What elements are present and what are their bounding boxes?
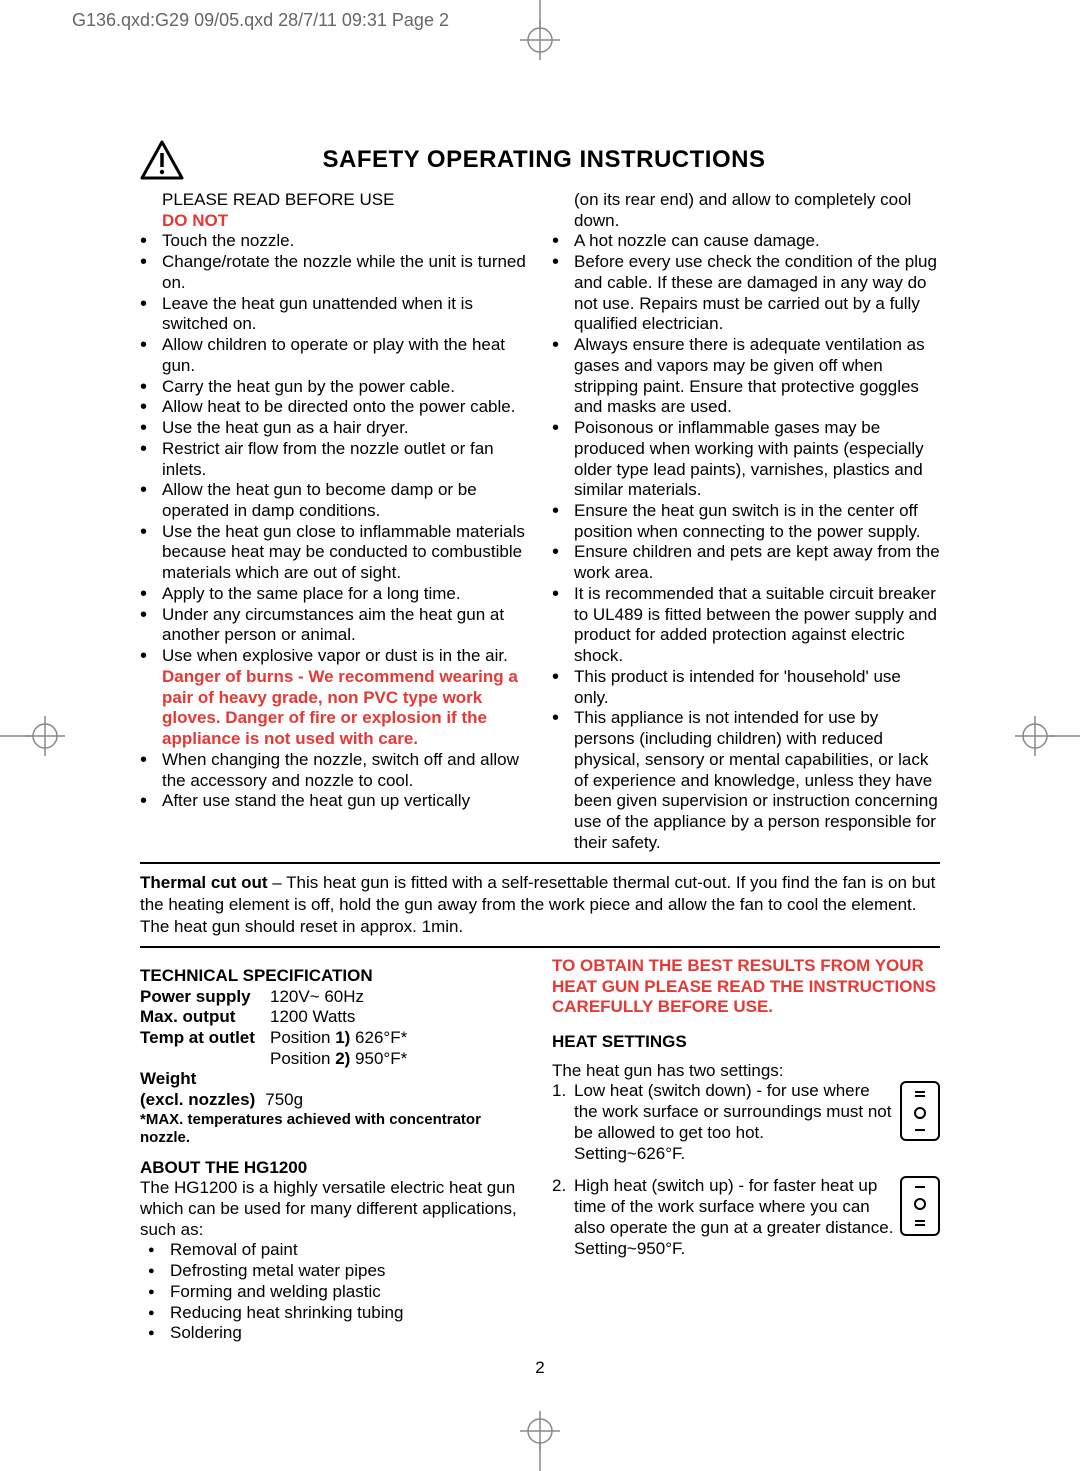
about-list: Removal of paintDefrosting metal water p…	[140, 1240, 528, 1344]
spec-label	[140, 1049, 270, 1070]
switch-up-icon	[900, 1176, 940, 1236]
heat-1-text: Low heat (switch down) - for use where t…	[574, 1081, 891, 1162]
list-item: Use when explosive vapor or dust is in t…	[140, 646, 528, 667]
list-item: Allow children to operate or play with t…	[140, 335, 528, 376]
spec-label: Weight(excl. nozzles)	[140, 1069, 255, 1110]
heat-setting-2: High heat (switch up) - for faster heat …	[552, 1176, 940, 1259]
list-item: Ensure the heat gun switch is in the cen…	[552, 501, 940, 542]
bottom-right-column: TO OBTAIN THE BEST RESULTS FROM YOUR HEA…	[552, 956, 940, 1344]
spec-value: Position 1) 626°F*	[270, 1028, 528, 1049]
list-item: Poisonous or inflammable gases may be pr…	[552, 418, 940, 501]
list-item: Always ensure there is adequate ventilat…	[552, 335, 940, 418]
list-item: Apply to the same place for a long time.	[140, 584, 528, 605]
right-column: (on its rear end) and allow to completel…	[552, 190, 940, 854]
page-content: SAFETY OPERATING INSTRUCTIONS PLEASE REA…	[140, 140, 940, 1378]
list-item: Reducing heat shrinking tubing	[140, 1303, 528, 1324]
heat-setting-1: Low heat (switch down) - for use where t…	[552, 1081, 940, 1164]
page-number: 2	[140, 1358, 940, 1378]
divider	[140, 862, 940, 864]
spec-label: Power supply	[140, 987, 270, 1008]
list-item: Restrict air flow from the nozzle outlet…	[140, 439, 528, 480]
list-item: This appliance is not intended for use b…	[552, 708, 940, 853]
list-item: Use the heat gun as a hair dryer.	[140, 418, 528, 439]
crop-mark-left	[0, 706, 70, 766]
list-item: When changing the nozzle, switch off and…	[140, 750, 528, 791]
spec-value: Position 2) 950°F*	[270, 1049, 528, 1070]
print-header: G136.qxd:G29 09/05.qxd 28/7/11 09:31 Pag…	[72, 10, 449, 31]
max-note: *MAX. temperatures achieved with concent…	[140, 1111, 528, 1148]
list-item: It is recommended that a suitable circui…	[552, 584, 940, 667]
list-item: Removal of paint	[140, 1240, 528, 1261]
list-item: After use stand the heat gun up vertical…	[140, 791, 528, 812]
list-item: Before every use check the condition of …	[552, 252, 940, 335]
thermal-cutout: Thermal cut out – This heat gun is fitte…	[140, 872, 940, 938]
about-heading: ABOUT THE HG1200	[140, 1158, 528, 1179]
spec-value: 1200 Watts	[270, 1007, 528, 1028]
list-item: Use the heat gun close to inflammable ma…	[140, 522, 528, 584]
spec-row: Position 2) 950°F*	[140, 1049, 528, 1070]
bottom-left-column: TECHNICAL SPECIFICATION Power supply 120…	[140, 956, 528, 1344]
about-text: The HG1200 is a highly versatile electri…	[140, 1178, 528, 1240]
spec-row: Temp at outlet Position 1) 626°F*	[140, 1028, 528, 1049]
list-item: This product is intended for 'household'…	[552, 667, 940, 708]
list-item: Leave the heat gun unattended when it is…	[140, 294, 528, 335]
heat-settings-heading: HEAT SETTINGS	[552, 1032, 940, 1053]
spec-row: Max. output 1200 Watts	[140, 1007, 528, 1028]
continuation-text: (on its rear end) and allow to completel…	[552, 190, 940, 231]
left-list-2: When changing the nozzle, switch off and…	[140, 750, 528, 812]
spec-row: Weight(excl. nozzles) 750g	[140, 1069, 528, 1110]
list-item: Defrosting metal water pipes	[140, 1261, 528, 1282]
tech-spec-heading: TECHNICAL SPECIFICATION	[140, 966, 528, 987]
crop-mark-top	[510, 0, 570, 60]
list-item: Forming and welding plastic	[140, 1282, 528, 1303]
crop-mark-right	[1010, 706, 1080, 766]
list-item: Allow the heat gun to become damp or be …	[140, 480, 528, 521]
list-item: Carry the heat gun by the power cable.	[140, 377, 528, 398]
please-read: PLEASE READ BEFORE USE	[162, 190, 528, 211]
page-title: SAFETY OPERATING INSTRUCTIONS	[148, 146, 940, 174]
divider	[140, 946, 940, 948]
spec-value: 120V~ 60Hz	[270, 987, 528, 1008]
left-column: PLEASE READ BEFORE USE DO NOT Touch the …	[140, 190, 528, 854]
crop-mark-bottom	[510, 1411, 570, 1471]
list-item: Change/rotate the nozzle while the unit …	[140, 252, 528, 293]
list-item: Touch the nozzle.	[140, 231, 528, 252]
spec-row: Power supply 120V~ 60Hz	[140, 987, 528, 1008]
list-item: Soldering	[140, 1323, 528, 1344]
right-list: A hot nozzle can cause damage.Before eve…	[552, 231, 940, 853]
spec-label: Max. output	[140, 1007, 270, 1028]
switch-down-icon	[900, 1081, 940, 1141]
spec-label: Temp at outlet	[140, 1028, 270, 1049]
list-item: A hot nozzle can cause damage.	[552, 231, 940, 252]
list-item: Ensure children and pets are kept away f…	[552, 542, 940, 583]
list-item: Allow heat to be directed onto the power…	[140, 397, 528, 418]
do-not-label: DO NOT	[162, 211, 528, 232]
list-item: Under any circumstances aim the heat gun…	[140, 605, 528, 646]
best-results-heading: TO OBTAIN THE BEST RESULTS FROM YOUR HEA…	[552, 956, 940, 1018]
do-not-list: Touch the nozzle.Change/rotate the nozzl…	[140, 231, 528, 666]
danger-warning: Danger of burns - We recommend wearing a…	[162, 667, 528, 750]
heat-2-text: High heat (switch up) - for faster heat …	[574, 1176, 893, 1257]
heat-intro: The heat gun has two settings:	[552, 1061, 940, 1082]
spec-value: 750g	[255, 1090, 528, 1111]
